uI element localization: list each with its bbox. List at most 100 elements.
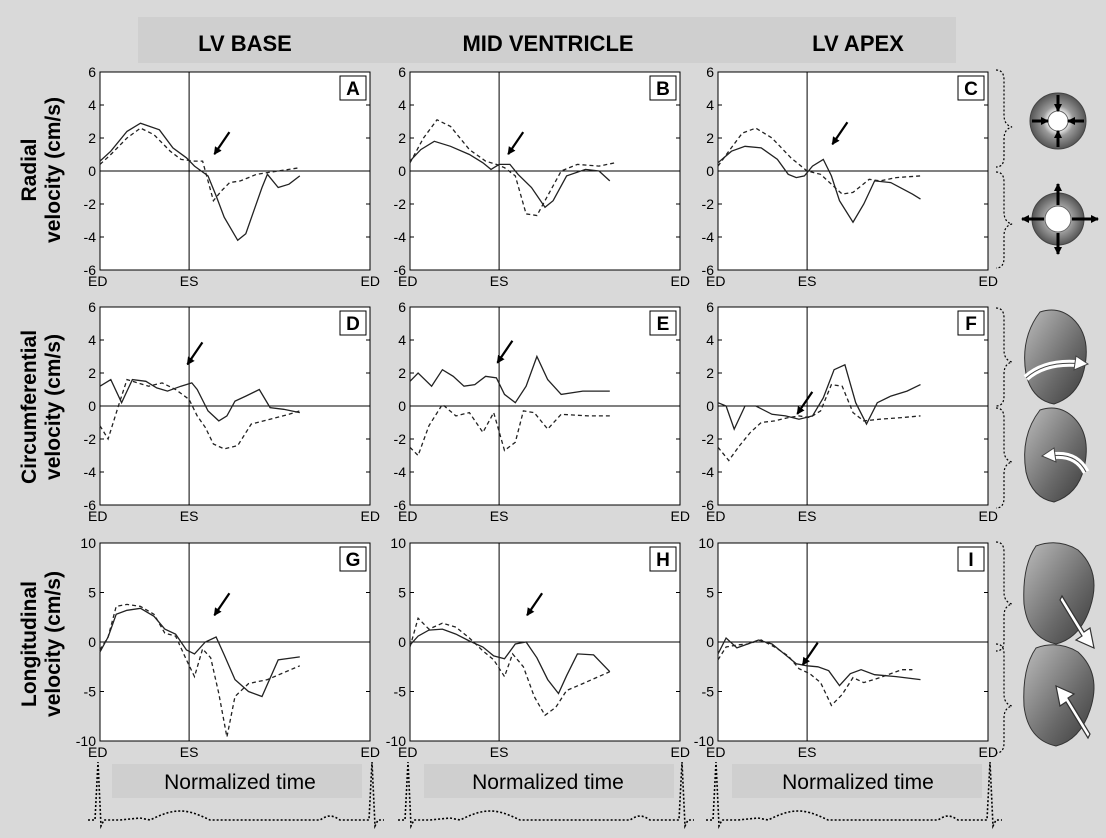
y-tick-label: 0 <box>706 163 714 179</box>
bottom-label-box-1 <box>112 764 362 798</box>
normalized-time-label-3: Normalized time <box>782 771 934 794</box>
annotation-arrow <box>213 592 231 617</box>
y-tick-label: 5 <box>88 585 96 601</box>
x-tick-label: ED <box>671 273 690 289</box>
x-tick-label: ES <box>798 508 817 524</box>
y-tick-label: -6 <box>702 262 715 278</box>
series-line-solid <box>717 363 921 431</box>
row-label-longitudinal-line2: velocity (cm/s) <box>42 571 65 717</box>
panel-letter: E <box>657 314 670 335</box>
series-line-dashed <box>409 118 616 217</box>
heart-rotation-icon-bottom <box>1024 407 1090 503</box>
y-tick-label: -2 <box>394 431 407 447</box>
ecg-traces <box>88 761 1002 830</box>
y-tick-label: -4 <box>702 464 715 480</box>
x-tick-label: ED <box>979 273 998 289</box>
y-tick-label: 10 <box>80 535 96 551</box>
x-tick-label: ED <box>361 273 380 289</box>
y-tick-label: 2 <box>706 365 714 381</box>
y-tick-label: 4 <box>398 332 406 348</box>
x-tick-label: ED <box>706 273 725 289</box>
x-tick-label: ES <box>490 508 509 524</box>
radial-outward-icon <box>1021 183 1099 255</box>
y-tick-label: 6 <box>88 299 96 315</box>
y-tick-label: -6 <box>84 497 97 513</box>
series-line-solid <box>409 354 610 404</box>
panel-letter: A <box>346 79 360 100</box>
row-label-circumferential-line1: Circumferential <box>18 330 41 484</box>
panel-letter-box <box>649 546 677 572</box>
column-header-mid-ventricle: MID VENTRICLE <box>462 31 633 56</box>
series-line-solid <box>99 122 301 242</box>
row-label-radial-line1: Radial <box>18 138 41 201</box>
y-tick-label: -6 <box>394 262 407 278</box>
x-tick-label: ED <box>88 508 107 524</box>
y-tick-label: 0 <box>706 634 714 650</box>
y-tick-label: -5 <box>84 684 97 700</box>
y-tick-label: 4 <box>706 97 714 113</box>
panel-letter-box <box>339 310 367 336</box>
y-tick-label: 0 <box>88 634 96 650</box>
row-label-radial: Radial velocity (cm/s) <box>18 97 65 243</box>
motion-schematics <box>995 69 1099 754</box>
panel-letter-box <box>957 546 985 572</box>
x-tick-label: ES <box>180 273 199 289</box>
y-tick-label: -6 <box>702 497 715 513</box>
y-tick-label: 6 <box>706 299 714 315</box>
panel-letter-box <box>339 546 367 572</box>
y-tick-label: 4 <box>398 97 406 113</box>
x-tick-label: ED <box>671 744 690 760</box>
y-tick-label: 10 <box>390 535 406 551</box>
y-tick-label: 0 <box>706 398 714 414</box>
row-label-longitudinal: Longitudinal velocity (cm/s) <box>18 571 65 717</box>
y-tick-label: 2 <box>88 130 96 146</box>
radial-inward-icon <box>1029 92 1087 150</box>
y-tick-label: -2 <box>84 196 97 212</box>
y-tick-label: 6 <box>398 64 406 80</box>
x-tick-label: ED <box>398 508 417 524</box>
y-tick-label: -10 <box>386 733 406 749</box>
y-tick-label: -2 <box>394 196 407 212</box>
x-tick-label: ES <box>180 744 199 760</box>
y-tick-label: -10 <box>76 733 96 749</box>
column-header-lv-apex: LV APEX <box>812 31 904 56</box>
bottom-label-box-2 <box>424 764 674 798</box>
panel-letter-box <box>957 310 985 336</box>
y-tick-label: -6 <box>394 497 407 513</box>
y-tick-label: -4 <box>394 229 407 245</box>
y-tick-label: 4 <box>706 332 714 348</box>
x-tick-label: ES <box>798 273 817 289</box>
x-tick-label: ED <box>88 273 107 289</box>
y-tick-label: 2 <box>398 130 406 146</box>
y-tick-label: -4 <box>84 464 97 480</box>
heart-longitudinal-icon-top <box>1023 542 1095 650</box>
y-tick-label: -2 <box>84 431 97 447</box>
series-line-solid <box>99 607 300 698</box>
x-tick-label: ED <box>361 744 380 760</box>
y-tick-label: -5 <box>394 684 407 700</box>
panel-letter: G <box>346 550 361 571</box>
x-tick-label: ED <box>88 744 107 760</box>
x-tick-label: ED <box>671 508 690 524</box>
y-tick-label: 6 <box>398 299 406 315</box>
y-tick-label: -2 <box>702 431 715 447</box>
row-label-radial-line2: velocity (cm/s) <box>42 97 65 243</box>
annotation-arrow <box>526 592 544 617</box>
y-tick-label: 0 <box>398 163 406 179</box>
annotation-arrow <box>507 131 525 155</box>
panel-letter: B <box>656 79 670 100</box>
heart-longitudinal-icon-bottom <box>1023 644 1095 747</box>
annotation-arrow <box>801 642 819 666</box>
series-line-solid <box>99 378 300 422</box>
bottom-label-box-3 <box>732 764 982 798</box>
y-tick-label: 0 <box>398 634 406 650</box>
